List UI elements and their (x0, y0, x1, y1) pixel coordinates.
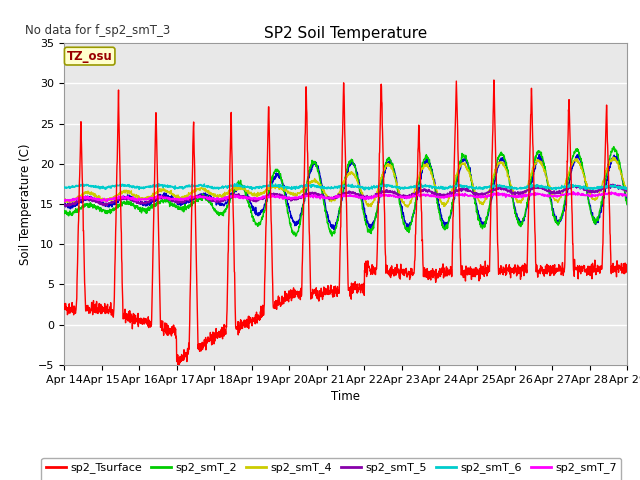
Y-axis label: Soil Temperature (C): Soil Temperature (C) (19, 143, 33, 265)
Legend: sp2_Tsurface, sp2_smT_1, sp2_smT_2, sp2_smT_4, sp2_smT_5, sp2_smT_6, sp2_smT_7: sp2_Tsurface, sp2_smT_1, sp2_smT_2, sp2_… (42, 458, 621, 480)
Title: SP2 Soil Temperature: SP2 Soil Temperature (264, 25, 428, 41)
Text: No data for f_sp2_smT_3: No data for f_sp2_smT_3 (24, 24, 170, 37)
Text: TZ_osu: TZ_osu (67, 49, 113, 62)
X-axis label: Time: Time (331, 390, 360, 403)
